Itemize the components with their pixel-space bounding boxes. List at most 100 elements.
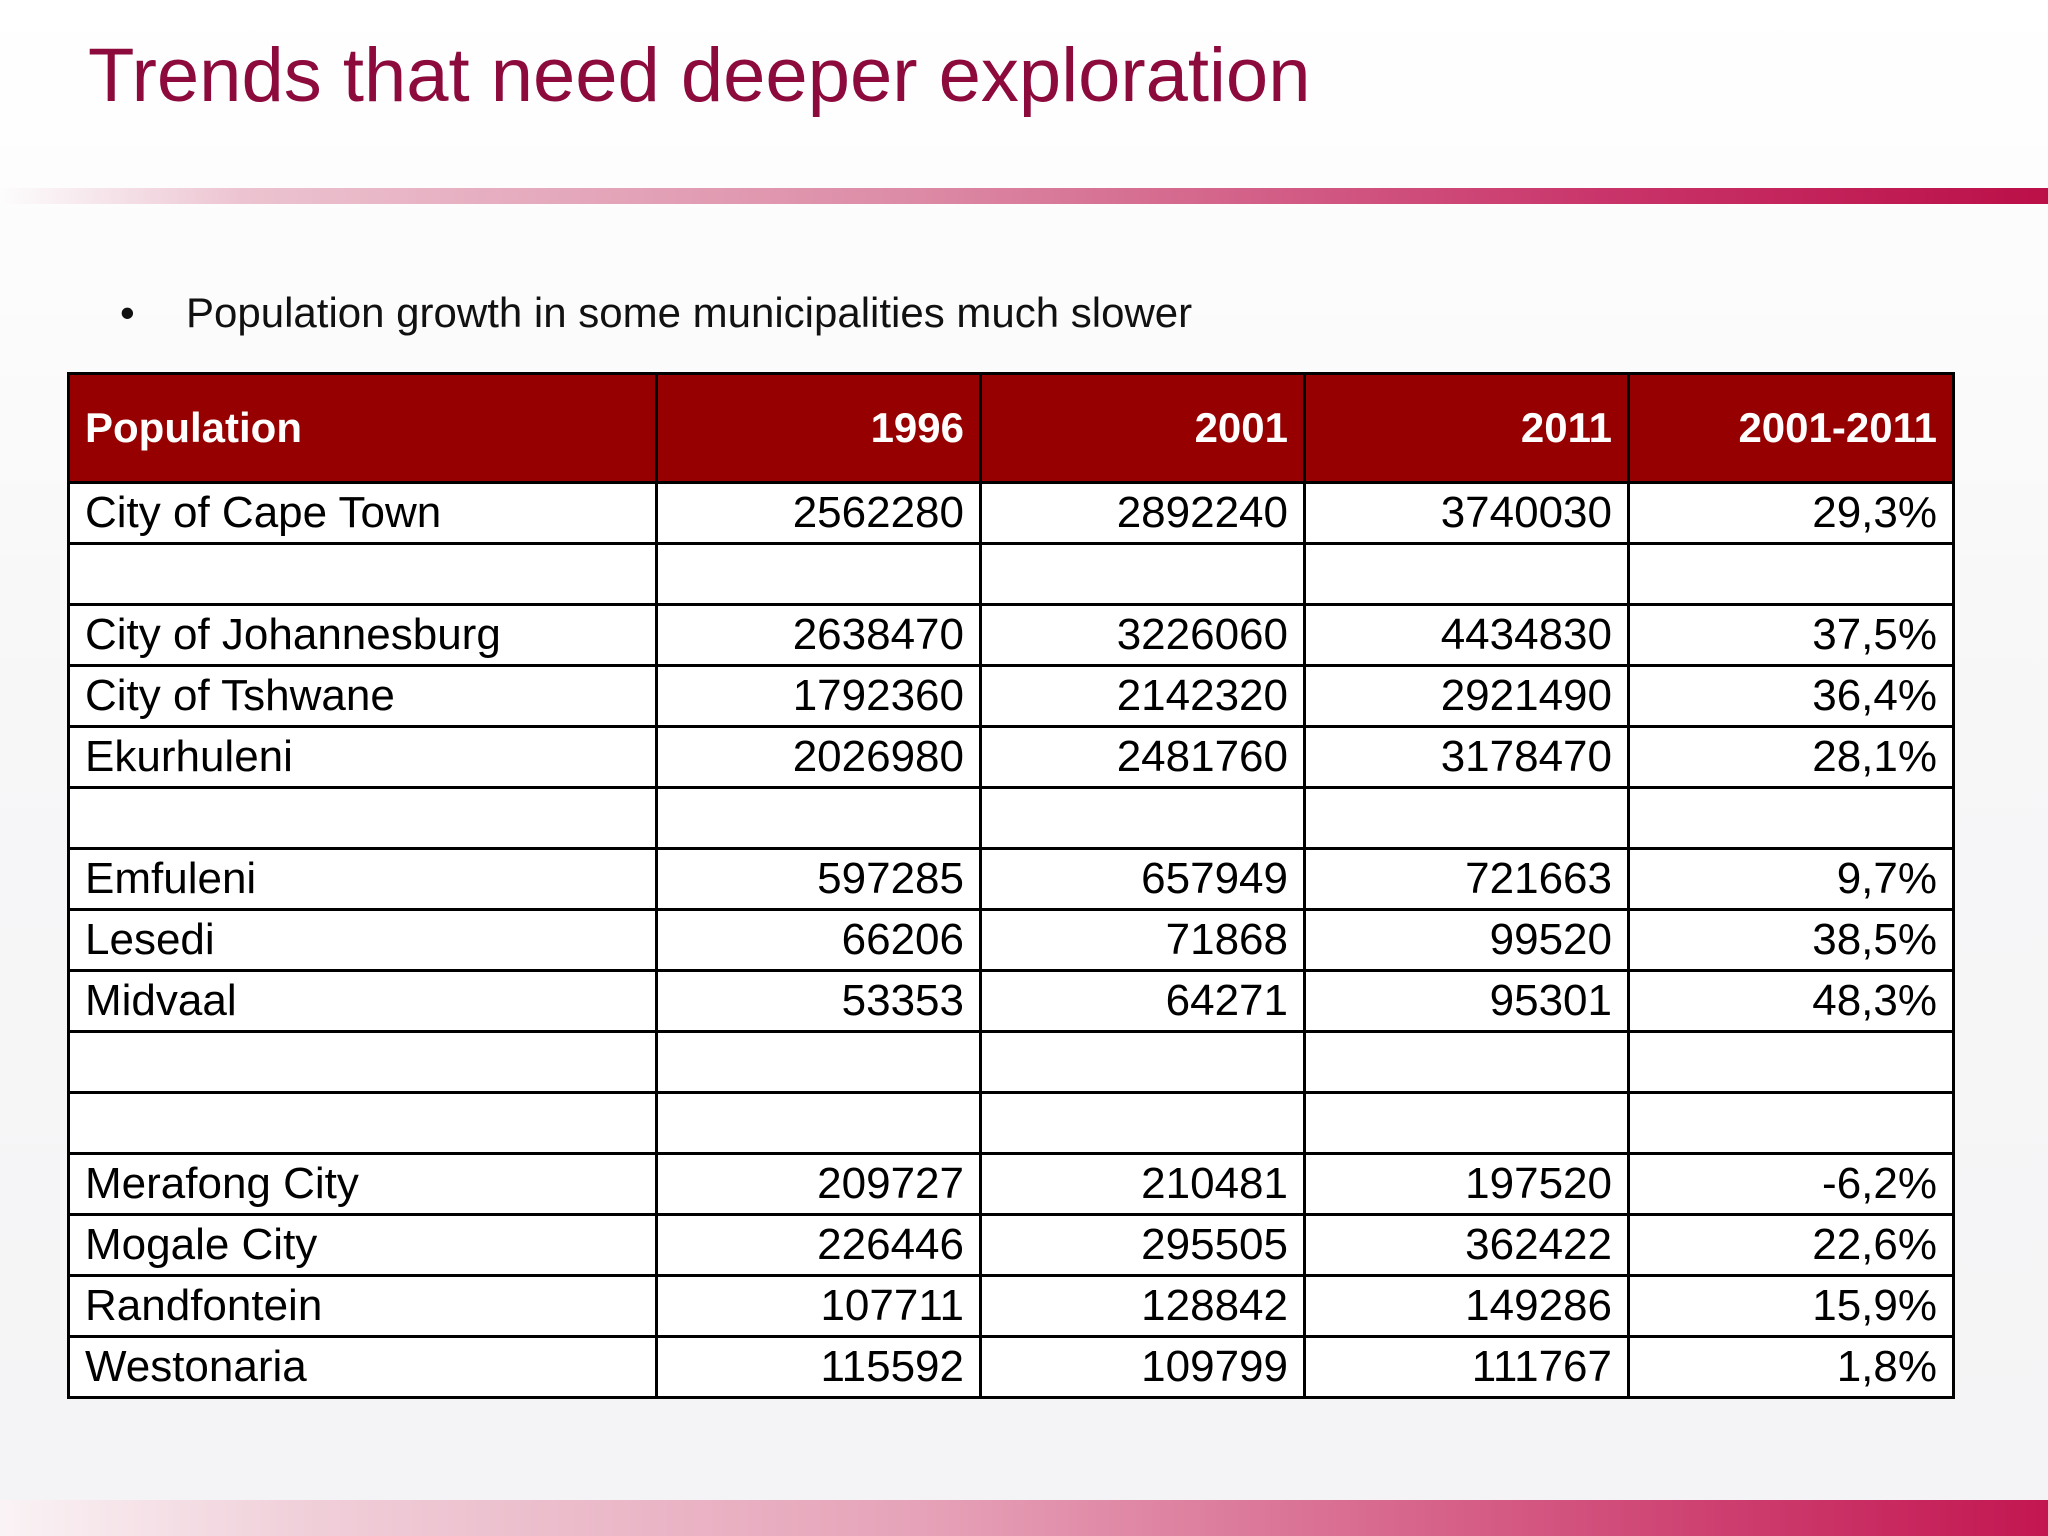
municipality-cell — [67, 1091, 658, 1155]
pop-2011-cell: 721663 — [1303, 847, 1630, 911]
pop-2001-cell: 210481 — [979, 1152, 1306, 1216]
pop-2001-cell — [979, 542, 1306, 606]
table-row — [67, 1091, 1955, 1155]
header-row: Population 1996 2001 2011 2001-2011 — [67, 372, 1955, 484]
municipality-cell: Midvaal — [67, 969, 658, 1033]
growth-cell: 36,4% — [1627, 664, 1955, 728]
table-row: Lesedi 66206 71868 99520 38,5% — [67, 908, 1955, 972]
pop-1996-cell: 53353 — [655, 969, 982, 1033]
pop-2001-cell: 2892240 — [979, 481, 1306, 545]
pop-1996-cell — [655, 1091, 982, 1155]
growth-cell: 28,1% — [1627, 725, 1955, 789]
pop-2001-cell: 295505 — [979, 1213, 1306, 1277]
table-row: Randfontein 107711 128842 149286 15,9% — [67, 1274, 1955, 1338]
pop-2011-cell — [1303, 542, 1630, 606]
pop-2011-cell — [1303, 1091, 1630, 1155]
column-header-growth: 2001-2011 — [1627, 372, 1955, 484]
pop-2011-cell: 149286 — [1303, 1274, 1630, 1338]
table-row: City of Johannesburg 2638470 3226060 443483… — [67, 603, 1955, 667]
pop-2001-cell: 109799 — [979, 1335, 1306, 1399]
municipality-cell: City of Johannesburg — [67, 603, 658, 667]
pop-1996-cell: 107711 — [655, 1274, 982, 1338]
pop-2011-cell — [1303, 786, 1630, 850]
table-row: Westonaria 115592 109799 111767 1,8% — [67, 1335, 1955, 1399]
pop-2011-cell: 2921490 — [1303, 664, 1630, 728]
growth-cell: -6,2% — [1627, 1152, 1955, 1216]
pop-2001-cell: 64271 — [979, 969, 1306, 1033]
pop-1996-cell: 597285 — [655, 847, 982, 911]
pop-2011-cell: 95301 — [1303, 969, 1630, 1033]
table-row: City of Tshwane 1792360 2142320 2921490 36,4… — [67, 664, 1955, 728]
growth-cell: 38,5% — [1627, 908, 1955, 972]
pop-2001-cell: 657949 — [979, 847, 1306, 911]
pop-2001-cell: 2142320 — [979, 664, 1306, 728]
bullet-point: • Population growth in some municipaliti… — [120, 286, 1192, 340]
pop-1996-cell: 2026980 — [655, 725, 982, 789]
growth-cell — [1627, 542, 1955, 606]
growth-cell: 37,5% — [1627, 603, 1955, 667]
pop-2001-cell: 71868 — [979, 908, 1306, 972]
growth-cell — [1627, 1030, 1955, 1094]
column-header-1996: 1996 — [655, 372, 982, 484]
pop-1996-cell: 209727 — [655, 1152, 982, 1216]
municipality-cell: Merafong City — [67, 1152, 658, 1216]
municipality-cell: City of Tshwane — [67, 664, 658, 728]
pop-2001-cell: 3226060 — [979, 603, 1306, 667]
table-row — [67, 542, 1955, 606]
slide-title: Trends that need deeper exploration — [88, 33, 1311, 118]
table-row: Mogale City 226446 295505 362422 22,6% — [67, 1213, 1955, 1277]
pop-2011-cell: 4434830 — [1303, 603, 1630, 667]
municipality-cell: Lesedi — [67, 908, 658, 972]
growth-cell: 22,6% — [1627, 1213, 1955, 1277]
column-header-population: Population — [67, 372, 658, 484]
population-table: Population 1996 2001 2011 2001-2011 City… — [67, 372, 1955, 1399]
title-divider-band — [0, 188, 2048, 204]
municipality-cell: Emfuleni — [67, 847, 658, 911]
table-row: City of Cape Town 2562280 2892240 3740030 29… — [67, 481, 1955, 545]
municipality-cell — [67, 786, 658, 850]
pop-1996-cell: 66206 — [655, 908, 982, 972]
table-header: Population 1996 2001 2011 2001-2011 — [67, 372, 1955, 484]
column-header-2001: 2001 — [979, 372, 1306, 484]
bullet-text: Population growth in some municipalities… — [186, 289, 1193, 336]
growth-cell: 9,7% — [1627, 847, 1955, 911]
pop-2011-cell: 111767 — [1303, 1335, 1630, 1399]
pop-2011-cell: 362422 — [1303, 1213, 1630, 1277]
growth-cell: 1,8% — [1627, 1335, 1955, 1399]
municipality-cell: Ekurhuleni — [67, 725, 658, 789]
pop-2001-cell: 128842 — [979, 1274, 1306, 1338]
table-body: City of Cape Town 2562280 2892240 3740030 29… — [67, 481, 1955, 1399]
pop-1996-cell — [655, 786, 982, 850]
pop-2001-cell: 2481760 — [979, 725, 1306, 789]
pop-1996-cell: 2638470 — [655, 603, 982, 667]
pop-2001-cell — [979, 1030, 1306, 1094]
pop-2011-cell: 3740030 — [1303, 481, 1630, 545]
pop-2011-cell: 99520 — [1303, 908, 1630, 972]
table-row: Ekurhuleni 2026980 2481760 3178470 28,1% — [67, 725, 1955, 789]
pop-2011-cell: 197520 — [1303, 1152, 1630, 1216]
municipality-cell: Mogale City — [67, 1213, 658, 1277]
pop-1996-cell — [655, 542, 982, 606]
growth-cell: 48,3% — [1627, 969, 1955, 1033]
pop-2001-cell — [979, 1091, 1306, 1155]
table-row: Emfuleni 597285 657949 721663 9,7% — [67, 847, 1955, 911]
footer-band — [0, 1500, 2048, 1536]
municipality-cell — [67, 542, 658, 606]
growth-cell — [1627, 786, 1955, 850]
pop-1996-cell: 1792360 — [655, 664, 982, 728]
municipality-cell: City of Cape Town — [67, 481, 658, 545]
pop-1996-cell: 115592 — [655, 1335, 982, 1399]
growth-cell — [1627, 1091, 1955, 1155]
pop-2011-cell — [1303, 1030, 1630, 1094]
municipality-cell: Westonaria — [67, 1335, 658, 1399]
municipality-cell: Randfontein — [67, 1274, 658, 1338]
pop-2001-cell — [979, 786, 1306, 850]
table-row — [67, 786, 1955, 850]
column-header-2011: 2011 — [1303, 372, 1630, 484]
growth-cell: 15,9% — [1627, 1274, 1955, 1338]
pop-1996-cell: 2562280 — [655, 481, 982, 545]
pop-1996-cell: 226446 — [655, 1213, 982, 1277]
table-row: Midvaal 53353 64271 95301 48,3% — [67, 969, 1955, 1033]
table-row: Merafong City 209727 210481 197520 -6,2% — [67, 1152, 1955, 1216]
pop-2011-cell: 3178470 — [1303, 725, 1630, 789]
